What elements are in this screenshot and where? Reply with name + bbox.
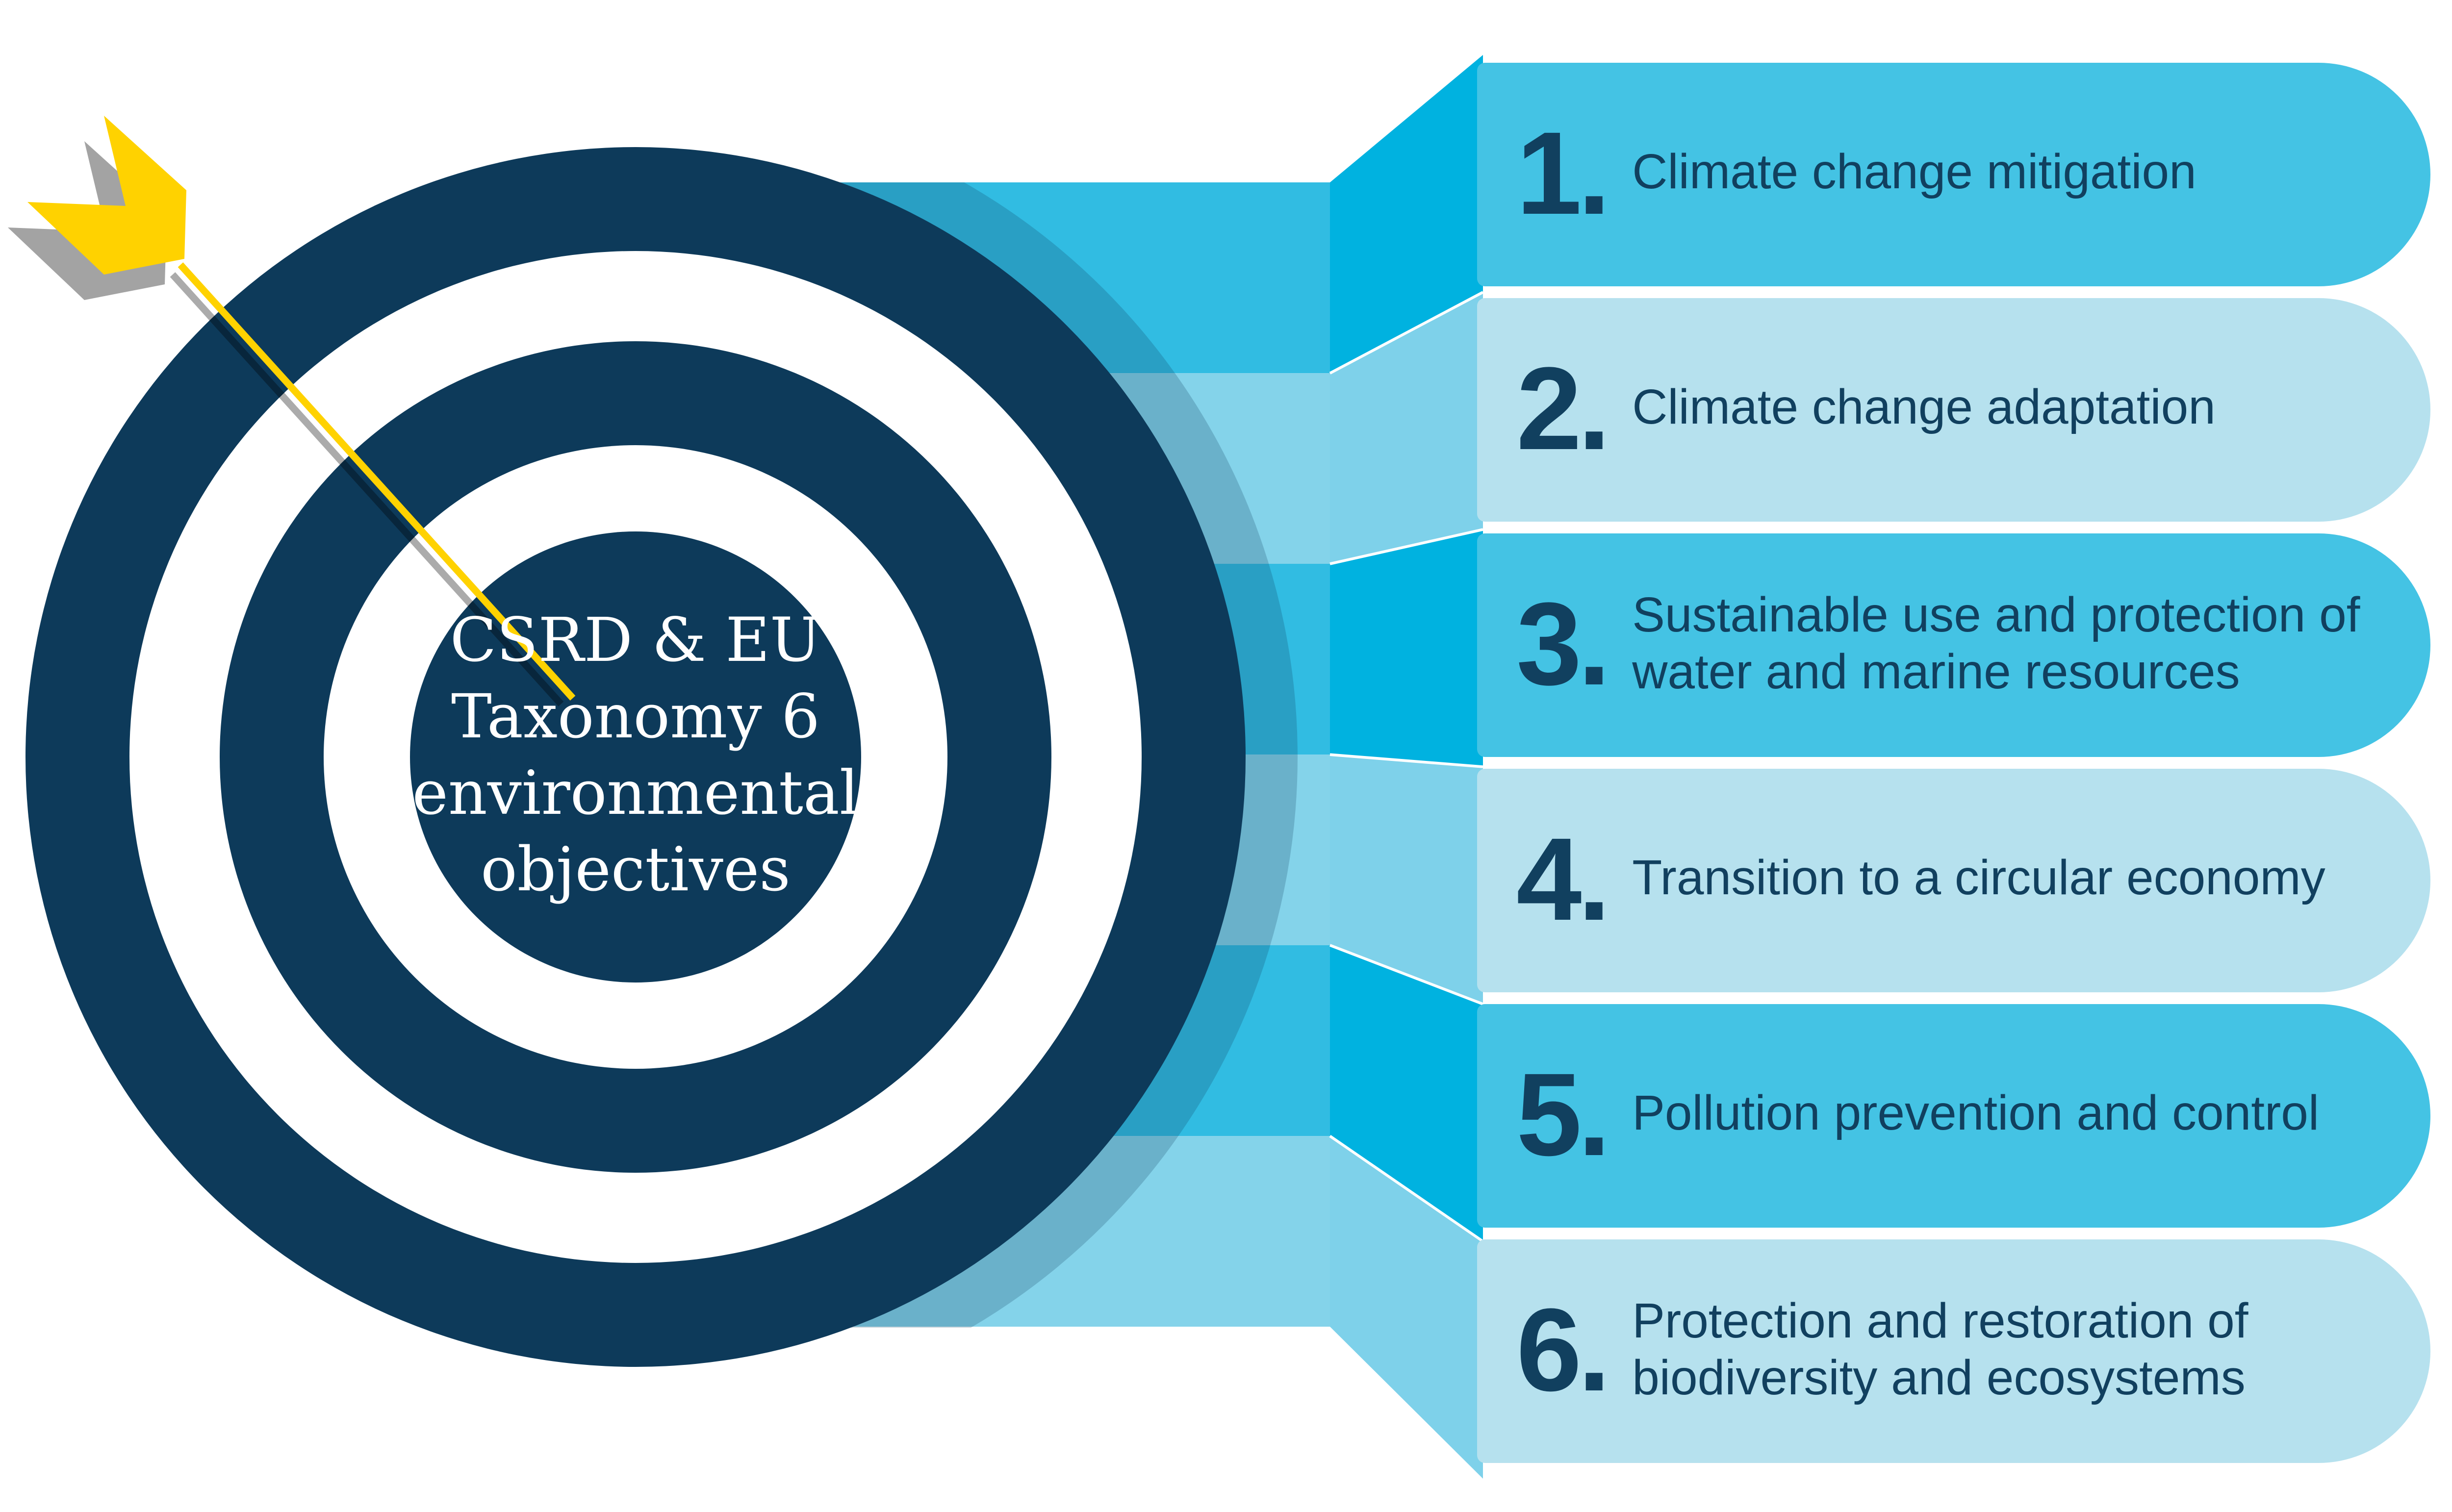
objective-card-2: 2. Climate change adaptation [1477,298,2430,522]
objective-number: 2. [1516,343,1610,475]
objective-label: Pollution prevention and control [1632,1087,2320,1142]
arrow-icon [8,116,576,706]
objective-number: 1. [1516,108,1610,239]
ribbon-folds [1330,55,1483,1479]
target-shadow-halo [836,182,1298,1328]
objective-card-4: 4. Transition to a circular economy [1477,769,2430,992]
objective-label: Transition to a circular economy [1632,852,2325,907]
objective-label: Climate change adaptation [1632,381,2216,436]
arrow-fletching [27,116,186,275]
objective-number: 5. [1516,1049,1610,1181]
objective-label: Protection and restoration of biodiversi… [1632,1293,2248,1406]
title-line: environmental [412,759,859,830]
ribbon-separators [1329,291,1484,1243]
objective-card-1: 1. Climate change mitigation [1477,63,2430,286]
arrow-shaft [178,262,576,701]
objective-number: 6. [1516,1285,1610,1416]
objective-label: Climate change mitigation [1632,146,2197,201]
objective-number: 4. [1516,814,1610,945]
title-line: CSRD & EU [450,606,821,677]
arrow-shaft-shadow [170,272,564,706]
objective-card-5: 5. Pollution prevention and control [1477,1004,2430,1228]
objective-label: Sustainable use and protection of water … [1632,587,2360,700]
target-rings [26,147,1246,1367]
objective-number: 3. [1516,579,1610,710]
title-line: Taxonomy 6 [451,682,820,753]
target-center-label: CSRD & EU Taxonomy 6 environmental objec… [330,604,942,910]
objective-card-3: 3. Sustainable use and protection of wat… [1477,533,2430,757]
title-line: objectives [481,835,791,906]
objective-card-6: 6. Protection and restoration of biodive… [1477,1239,2430,1463]
